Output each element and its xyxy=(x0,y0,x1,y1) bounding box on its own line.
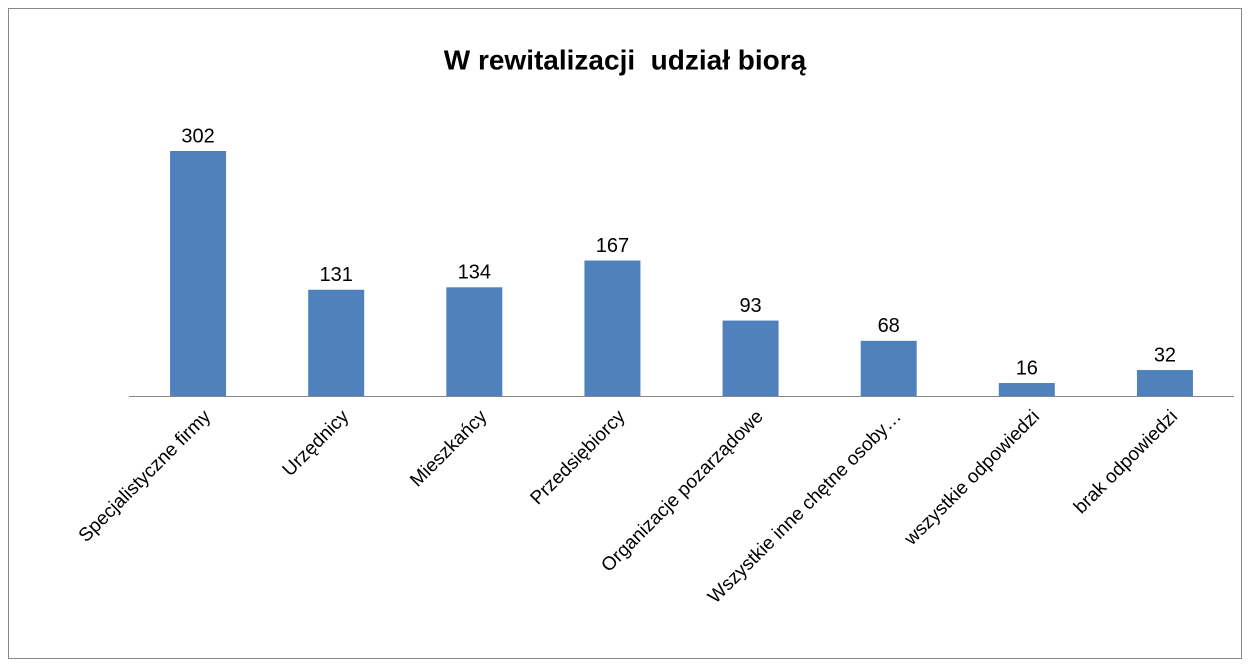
data-label: 131 xyxy=(320,264,353,286)
bar xyxy=(998,383,1055,396)
bar xyxy=(446,287,503,396)
data-label: 167 xyxy=(596,235,629,257)
bar xyxy=(1136,370,1193,396)
chart-title: W rewitalizacji udział biorą xyxy=(444,44,807,75)
bar xyxy=(170,151,227,396)
data-label: 93 xyxy=(739,295,761,317)
data-label: 32 xyxy=(1154,344,1176,366)
bar xyxy=(308,289,365,396)
data-label: 302 xyxy=(181,125,214,147)
data-label: 16 xyxy=(1016,357,1038,379)
bar xyxy=(584,260,641,396)
data-label: 68 xyxy=(878,315,900,337)
data-label: 134 xyxy=(458,262,491,284)
bar xyxy=(722,320,779,396)
bar xyxy=(860,340,917,396)
